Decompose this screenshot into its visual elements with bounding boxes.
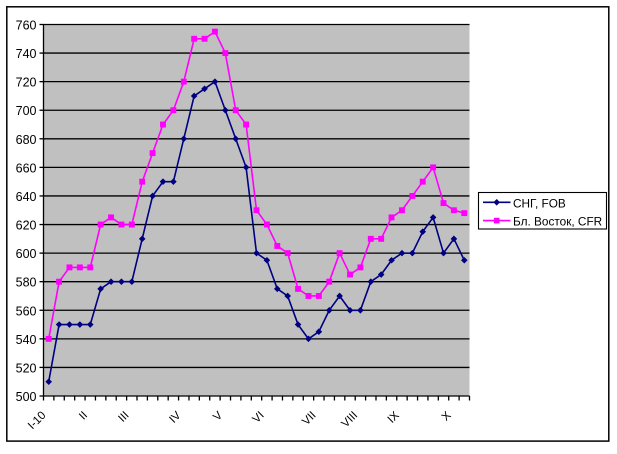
svg-text:СНГ, FOB: СНГ, FOB <box>513 196 566 210</box>
svg-text:740: 740 <box>16 47 37 61</box>
svg-text:520: 520 <box>16 361 37 375</box>
svg-text:560: 560 <box>16 304 37 318</box>
svg-text:720: 720 <box>16 76 37 90</box>
svg-text:700: 700 <box>16 104 37 118</box>
svg-text:600: 600 <box>16 247 37 261</box>
svg-text:640: 640 <box>16 190 37 204</box>
svg-text:Бл. Восток, CFR: Бл. Восток, CFR <box>513 215 602 229</box>
svg-text:500: 500 <box>16 390 37 404</box>
svg-text:580: 580 <box>16 276 37 290</box>
svg-text:760: 760 <box>16 19 37 33</box>
svg-text:680: 680 <box>16 133 37 147</box>
svg-text:540: 540 <box>16 333 37 347</box>
svg-text:660: 660 <box>16 161 37 175</box>
svg-text:620: 620 <box>16 219 37 233</box>
